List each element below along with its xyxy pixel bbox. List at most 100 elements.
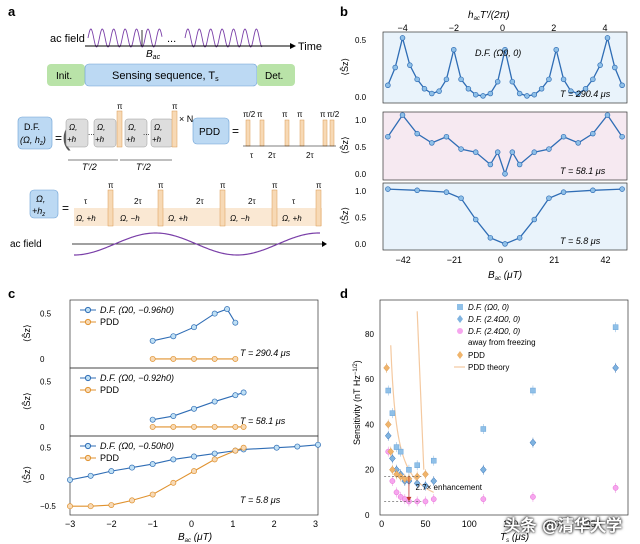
b-point [465,86,472,92]
b-point [494,149,501,155]
c-ts-label: T = 58.1 μs [240,416,286,426]
c-legend-df-marker [84,374,92,382]
c-ylabel: ⟨Ŝz⟩ [22,392,32,410]
b-point [414,187,420,194]
pdd-pulse [245,119,251,147]
d-point [397,448,404,455]
b-point [392,64,398,71]
omega-pi-label: π [272,181,278,190]
d-point [430,477,438,485]
c-point [191,355,197,362]
b-point [502,241,508,247]
ellipsis: ... [167,33,176,45]
omega-interval-label: τ [84,197,88,206]
c-point [170,456,177,463]
pdd-box [192,117,230,145]
c-point [191,468,197,475]
omega-pi-label: π [316,181,322,190]
b-point [494,78,501,85]
time-label: Time [298,41,322,53]
c-point [67,476,73,483]
pdd-pulse-label: π [320,110,326,119]
c-point [191,453,197,460]
b-ts-label: T = 290.4 μs [560,89,611,99]
b-ytick: 0.0 [355,93,367,102]
b-ylabel: ⟨Ŝz⟩ [340,207,350,225]
c-ytick: 0 [40,473,45,482]
b-point [619,186,625,192]
b-point [429,90,435,97]
d-xtick: 200 [544,519,559,529]
pdd-pulse [329,119,335,147]
omega-hz-box [29,189,59,219]
b-xlabel: Bac (μT) [488,270,522,282]
df-dots-2: ... [143,128,150,137]
b-point [385,186,391,192]
b-ytick: 0.5 [355,214,367,223]
pdd-pulse-label: π [297,110,303,119]
b-point [531,149,538,155]
d-point [384,431,392,440]
b-top-ticks: −4 −2 0 2 4 [398,23,608,33]
panel-a-label: a [8,4,16,19]
equals-sign: = [55,131,62,145]
c-point [87,472,94,479]
c-point [108,468,115,475]
b-point [385,133,391,140]
d-point [389,478,396,484]
c-legend-pdd: PDD [100,317,120,327]
d-point [480,465,487,474]
b-point [443,133,450,140]
c-point [108,502,115,509]
b-point [568,88,574,94]
omega-pi-label: π [158,181,164,190]
c-point [240,423,247,430]
c-ytick: 0.5 [40,444,52,453]
c-point [232,319,239,326]
b-xtick: −21 [447,255,462,265]
d-legend-4: PDD [468,351,485,360]
pdd-pulse [322,119,328,147]
b-point [575,90,581,97]
b-point [575,140,581,146]
b-point [421,86,428,92]
pdd-pulse [259,119,265,147]
b-point [524,93,530,99]
d-legend-marker [457,328,463,334]
b-point [472,216,479,223]
c-point [149,461,156,468]
b-point [619,82,625,88]
c-point [294,443,301,450]
d-theory-line [416,311,425,470]
c-xtick: −2 [106,519,116,529]
b-ylabel: ⟨Ŝz⟩ [340,58,350,76]
c-point [232,447,239,454]
df-block [93,118,117,148]
c-legend-df-marker [84,442,92,450]
pdd-label: PDD [199,127,220,138]
c-ylabel: ⟨Ŝz⟩ [22,324,32,342]
d-legend-marker [457,351,463,359]
df-pi-pulse [171,110,178,148]
pdd-pulse [299,119,305,147]
b-point [553,46,559,53]
b-point [590,76,596,83]
c-point [211,456,218,463]
d-point [414,462,420,468]
c-point [170,479,177,486]
pdd-pulse-label: π/2 [327,110,340,119]
d-ytick: 80 [365,330,374,339]
b-point [472,149,479,155]
d-point [389,465,396,474]
b-point [538,86,545,92]
sensing-label: Sensing sequence, Ts [112,70,219,83]
omega-seg-label: Ω, +h [168,214,188,223]
d-point [530,494,536,500]
d-ytick: 40 [365,420,374,429]
half-period-label-2: T'/2 [136,162,151,172]
b-point [472,91,479,98]
b-point [612,64,618,71]
c-point [232,423,239,430]
c-point [87,503,94,510]
df-label-line1: D.F. [24,122,40,132]
